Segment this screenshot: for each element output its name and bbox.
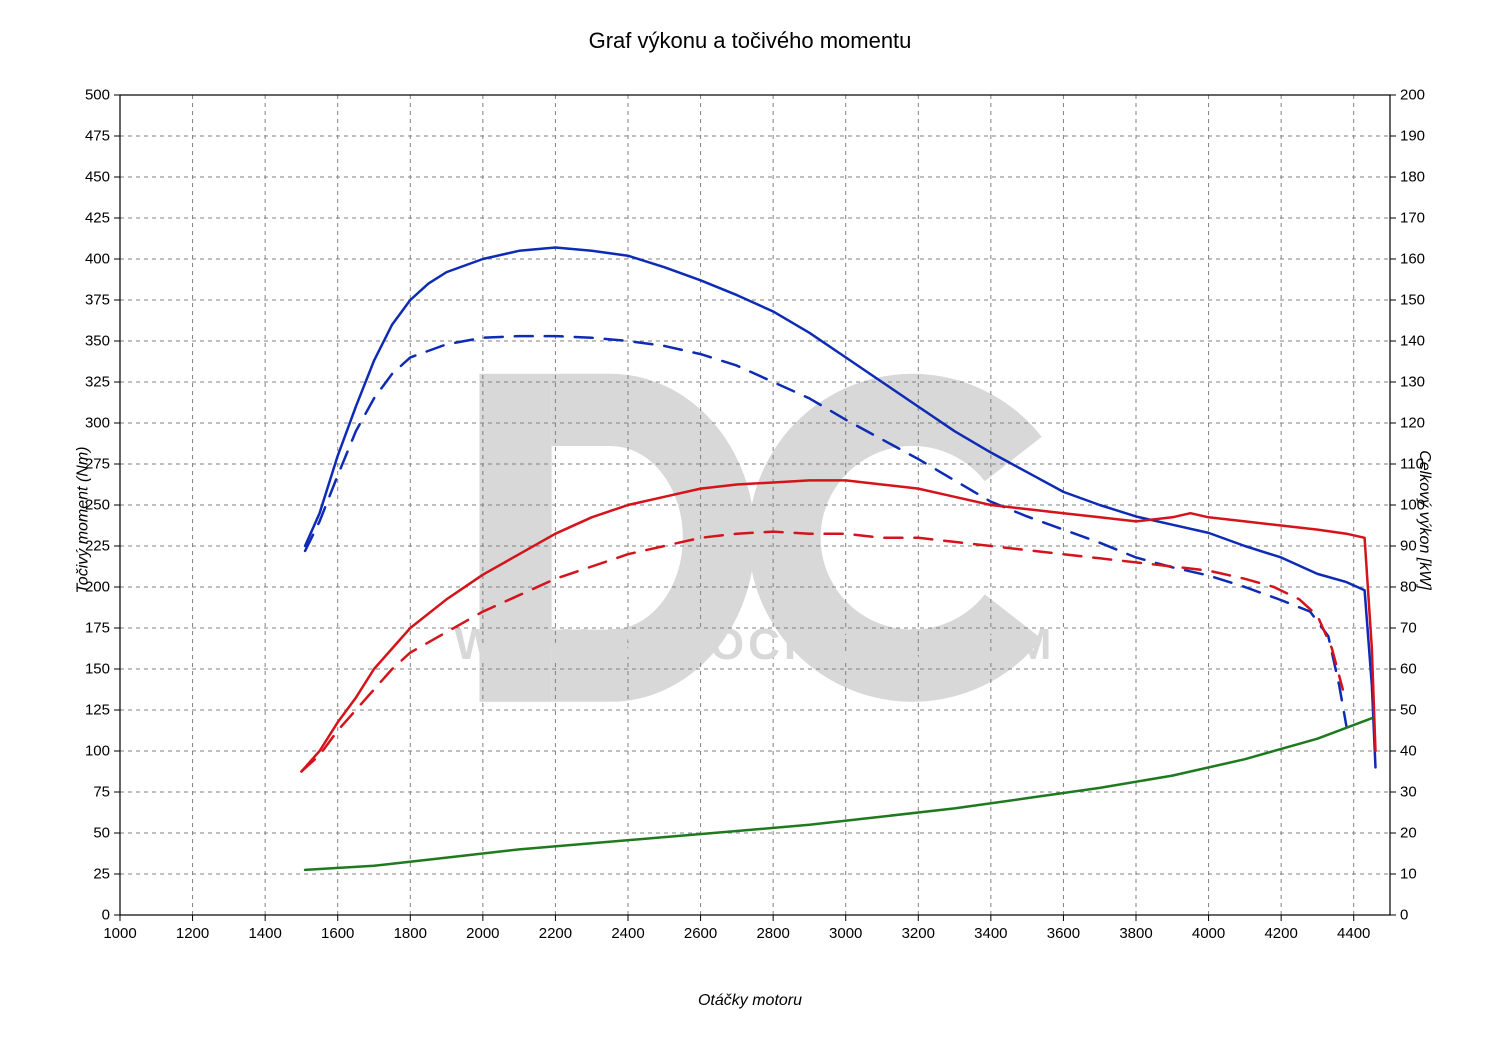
tick-label: 250: [85, 497, 110, 514]
tick-label: 1800: [394, 925, 427, 942]
tick-label: 175: [85, 620, 110, 637]
tick-label: 160: [1400, 251, 1425, 268]
tick-label: 20: [1400, 825, 1417, 842]
tick-label: 0: [102, 907, 110, 924]
tick-label: 130: [1400, 374, 1425, 391]
tick-label: 170: [1400, 210, 1425, 227]
tick-label: 100: [1400, 497, 1425, 514]
page: Graf výkonu a točivého momentu Točivý mo…: [0, 0, 1500, 1040]
tick-label: 50: [1400, 702, 1417, 719]
tick-label: 4200: [1264, 925, 1297, 942]
tick-label: 2600: [684, 925, 717, 942]
tick-label: 200: [85, 579, 110, 596]
tick-label: 400: [85, 251, 110, 268]
tick-label: 225: [85, 538, 110, 555]
tick-label: 140: [1400, 333, 1425, 350]
tick-label: 450: [85, 169, 110, 186]
tick-label: 70: [1400, 620, 1417, 637]
tick-label: 150: [1400, 292, 1425, 309]
tick-label: 3000: [829, 925, 862, 942]
chart-svg: [80, 85, 1430, 963]
tick-label: 100: [85, 743, 110, 760]
tick-label: 0: [1400, 907, 1408, 924]
tick-label: 4000: [1192, 925, 1225, 942]
chart-title: Graf výkonu a točivého momentu: [0, 28, 1500, 54]
tick-label: 40: [1400, 743, 1417, 760]
tick-label: 3400: [974, 925, 1007, 942]
tick-label: 190: [1400, 128, 1425, 145]
tick-label: 10: [1400, 866, 1417, 883]
tick-label: 1000: [103, 925, 136, 942]
tick-label: 75: [93, 784, 110, 801]
tick-label: 125: [85, 702, 110, 719]
tick-label: 1200: [176, 925, 209, 942]
tick-label: 25: [93, 866, 110, 883]
tick-label: 180: [1400, 169, 1425, 186]
tick-label: 375: [85, 292, 110, 309]
tick-label: 150: [85, 661, 110, 678]
tick-label: 80: [1400, 579, 1417, 596]
tick-label: 2800: [756, 925, 789, 942]
tick-label: 325: [85, 374, 110, 391]
tick-label: 425: [85, 210, 110, 227]
tick-label: 110: [1400, 456, 1424, 473]
tick-label: 3200: [902, 925, 935, 942]
tick-label: 200: [1400, 87, 1425, 104]
tick-label: 2200: [539, 925, 572, 942]
tick-label: 120: [1400, 415, 1425, 432]
tick-label: 2400: [611, 925, 644, 942]
plot-area: WWW.DYNOCHECK.COM: [80, 85, 1430, 963]
x-axis-label: Otáčky motoru: [0, 992, 1500, 1010]
tick-label: 350: [85, 333, 110, 350]
tick-label: 275: [85, 456, 110, 473]
tick-label: 500: [85, 87, 110, 104]
tick-label: 30: [1400, 784, 1417, 801]
tick-label: 300: [85, 415, 110, 432]
tick-label: 2000: [466, 925, 499, 942]
tick-label: 3800: [1119, 925, 1152, 942]
tick-label: 1600: [321, 925, 354, 942]
tick-label: 50: [93, 825, 110, 842]
tick-label: 4400: [1337, 925, 1370, 942]
tick-label: 90: [1400, 538, 1417, 555]
tick-label: 3600: [1047, 925, 1080, 942]
tick-label: 1400: [248, 925, 281, 942]
tick-label: 475: [85, 128, 110, 145]
tick-label: 60: [1400, 661, 1417, 678]
